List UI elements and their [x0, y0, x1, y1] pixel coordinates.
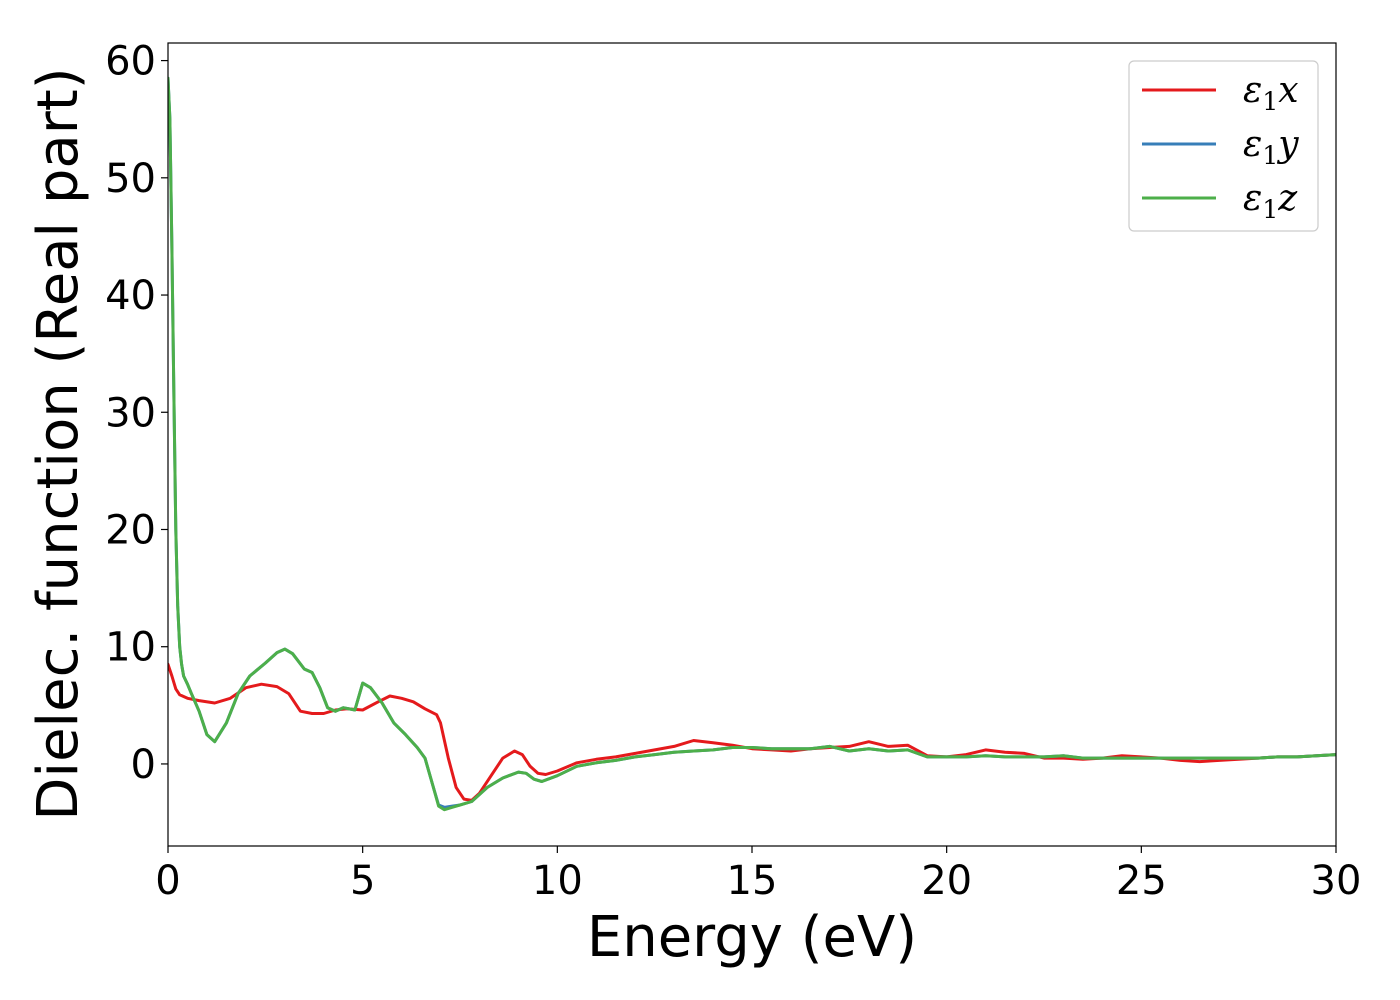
legend-subscript: 1	[1262, 195, 1278, 224]
legend-subscript: 1	[1262, 87, 1278, 116]
y-tick-label: 60	[105, 39, 156, 85]
series-group	[168, 76, 1336, 812]
x-tick-label: 0	[155, 858, 180, 904]
x-axis-ticks: 0 5 10 15 20 25 30	[155, 846, 1361, 904]
x-tick-label: 25	[1116, 858, 1167, 904]
x-tick-label: 5	[350, 858, 375, 904]
legend-box	[1128, 60, 1319, 232]
y-tick-label: 30	[105, 390, 156, 436]
y-tick-label: 0	[131, 742, 156, 788]
x-axis-label: Energy (eV)	[587, 905, 917, 970]
legend-label-x: ε1x	[1243, 70, 1299, 116]
legend-variable: y	[1276, 124, 1299, 165]
y-tick-label: 40	[105, 273, 156, 319]
x-tick-label: 20	[921, 858, 972, 904]
legend-symbol: ε	[1243, 178, 1262, 219]
y-tick-label: 20	[105, 507, 156, 553]
x-tick-label: 30	[1311, 858, 1362, 904]
legend-label-y: ε1y	[1243, 124, 1299, 170]
x-tick-label: 15	[727, 858, 778, 904]
legend-variable: x	[1278, 70, 1298, 111]
y-tick-label: 10	[105, 625, 156, 671]
legend-symbol: ε	[1243, 70, 1262, 111]
series-line-3	[168, 76, 1336, 812]
legend-variable: z	[1277, 178, 1298, 219]
y-tick-label: 50	[105, 156, 156, 202]
y-axis-ticks: 0 10 20 30 40 50 60	[105, 39, 168, 788]
legend-subscript: 1	[1262, 141, 1278, 170]
y-axis-label: Dielec. function (Real part)	[26, 67, 91, 820]
legend-symbol: ε	[1243, 124, 1262, 165]
legend-label-z: ε1z	[1243, 178, 1298, 224]
x-tick-label: 10	[532, 858, 583, 904]
